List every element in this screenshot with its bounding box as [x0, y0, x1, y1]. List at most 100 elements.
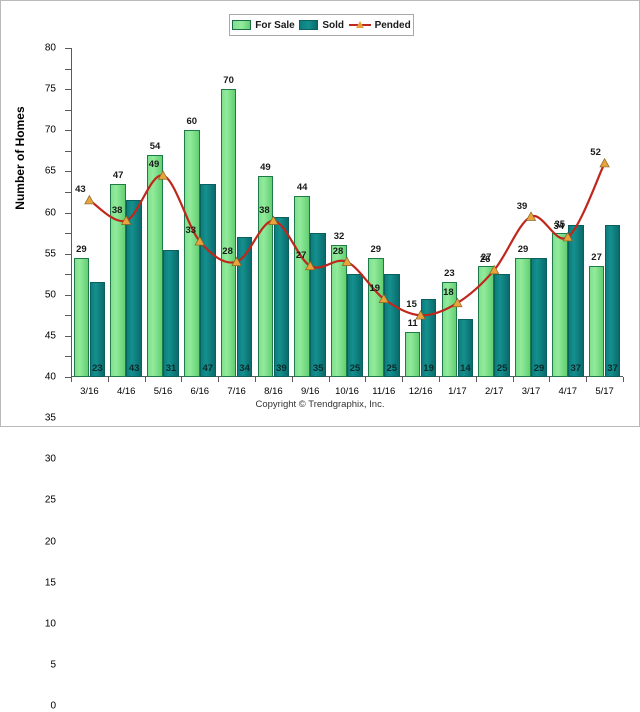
- pended-value-label: 34: [553, 221, 565, 233]
- bar-label-for-sale: 49: [260, 161, 271, 173]
- x-axis-line: [71, 376, 623, 377]
- bar-sold[interactable]: [126, 200, 142, 377]
- y-axis-tick-label: 65: [44, 165, 56, 177]
- bar-label-sold: 43: [128, 363, 140, 374]
- bar-label-sold: 31: [165, 363, 177, 374]
- bar-sold[interactable]: [384, 274, 400, 377]
- x-axis-category-label: 11/16: [372, 386, 396, 397]
- pended-value-label: 18: [443, 286, 454, 298]
- chart-legend: For Sale Sold Pended: [229, 14, 414, 36]
- y-axis-tick-label: 35: [44, 412, 56, 424]
- y-axis-tick-label: 70: [44, 124, 56, 136]
- y-axis-tick: 25: [45, 274, 71, 506]
- pended-value-label: 28: [332, 245, 344, 257]
- legend-item-sold[interactable]: Sold: [299, 20, 344, 31]
- y-axis-tick: 20: [45, 294, 71, 547]
- pended-value-label: 33: [185, 225, 197, 237]
- bar-sold[interactable]: [457, 319, 474, 377]
- y-axis-tick: 30: [45, 253, 71, 465]
- plot-area: 0 5 10 15 20 25 30 35 40 45 50 55 60 65 70 75 80 29 23 47 4…: [45, 43, 624, 712]
- pended-value-label: 43: [75, 184, 86, 196]
- x-axis-tick: [255, 377, 256, 382]
- y-axis-tick-label: 40: [44, 371, 56, 383]
- bar-for-sale[interactable]: [515, 257, 531, 377]
- x-axis-category-label: 12/16: [408, 386, 433, 397]
- bar-for-sale[interactable]: [73, 257, 90, 377]
- bar-for-sale[interactable]: [588, 265, 605, 377]
- legend-item-pended[interactable]: Pended: [348, 19, 411, 31]
- y-axis-tick-label: 55: [44, 248, 56, 260]
- x-axis-tick: [107, 377, 109, 382]
- y-axis-tick-label: 25: [44, 494, 56, 506]
- x-axis-tick: [328, 377, 330, 382]
- bar-for-sale[interactable]: [331, 245, 347, 377]
- y-axis-tick-label: 20: [44, 536, 56, 547]
- y-axis-tick-label: 45: [44, 330, 56, 342]
- bar-label-for-sale: 29: [517, 243, 529, 255]
- bar-sold[interactable]: [273, 216, 290, 377]
- x-axis-category-label: 5/17: [595, 386, 614, 397]
- x-axis-tick: [512, 377, 514, 382]
- pended-value-label: 49: [148, 159, 160, 171]
- x-axis-tick: [439, 377, 440, 382]
- y-axis-tick: 75: [45, 68, 71, 95]
- bar-label-sold: 35: [312, 363, 324, 374]
- x-axis-category-label: 3/16: [80, 386, 99, 397]
- bar-for-sale[interactable]: [552, 233, 568, 377]
- bar-for-sale[interactable]: [184, 130, 200, 377]
- y-axis-tick: 50: [45, 171, 71, 300]
- pended-value-label: 38: [259, 204, 270, 216]
- y-axis-tick: 80: [45, 43, 71, 54]
- bar-for-sale[interactable]: [368, 257, 384, 377]
- legend-label-pended: Pended: [374, 19, 411, 31]
- bar-label-for-sale: 32: [333, 231, 345, 243]
- bar-sold[interactable]: [200, 183, 216, 377]
- y-axis-line: [71, 48, 72, 377]
- bar-for-sale[interactable]: [478, 265, 494, 377]
- x-axis-category-label: 10/16: [335, 386, 359, 397]
- x-axis-tick: [291, 377, 293, 382]
- bar-label-sold: 25: [386, 363, 398, 374]
- bar-sold[interactable]: [163, 249, 179, 377]
- y-axis-tick-label: 5: [50, 659, 56, 671]
- pended-marker: [599, 157, 610, 168]
- y-axis-tick: 60: [45, 130, 71, 218]
- bar-for-sale[interactable]: [294, 196, 310, 377]
- bar-sold[interactable]: [568, 224, 584, 377]
- y-axis-tick-label: 15: [44, 577, 56, 589]
- pended-value-label: 19: [369, 282, 381, 294]
- y-axis-title: Number of Homes: [13, 106, 27, 210]
- bar-sold[interactable]: [604, 224, 621, 377]
- bar-sold[interactable]: [531, 257, 547, 377]
- bar-label-sold: 14: [460, 363, 471, 374]
- bar-for-sale[interactable]: [147, 154, 163, 377]
- bar-for-sale[interactable]: [404, 331, 421, 377]
- x-axis-tick: [475, 377, 477, 382]
- bar-label-sold: 37: [607, 363, 618, 374]
- pended-value-label: 26: [479, 254, 491, 266]
- bar-label-sold: 25: [349, 363, 361, 374]
- bar-label-sold: 37: [570, 363, 582, 374]
- legend-item-for-sale[interactable]: For Sale: [232, 20, 295, 31]
- x-axis-tick: [218, 377, 220, 382]
- y-axis-tick-label: 30: [44, 453, 56, 465]
- bar-sold[interactable]: [310, 233, 326, 377]
- y-axis-tick-label: 50: [44, 289, 56, 301]
- legend-label-sold: Sold: [322, 19, 344, 31]
- y-axis-tick: 55: [45, 150, 71, 259]
- bar-sold[interactable]: [494, 274, 510, 377]
- y-axis-tick-label: 75: [44, 83, 56, 95]
- x-axis-category-label: 4/16: [116, 386, 136, 397]
- bar-label-for-sale: 60: [186, 116, 198, 128]
- x-axis-tick: [402, 377, 404, 382]
- line-marker-icon: [348, 20, 371, 30]
- bar-label-sold: 34: [239, 363, 250, 374]
- y-axis-tick: 45: [45, 191, 71, 341]
- bar-label-sold: 39: [276, 363, 287, 374]
- bar-sold[interactable]: [347, 274, 363, 377]
- pended-marker: [525, 211, 537, 221]
- bar-label-for-sale: 70: [223, 75, 234, 87]
- pended-marker: [84, 194, 95, 205]
- bar-sold[interactable]: [236, 237, 253, 377]
- bar-for-sale[interactable]: [220, 89, 237, 377]
